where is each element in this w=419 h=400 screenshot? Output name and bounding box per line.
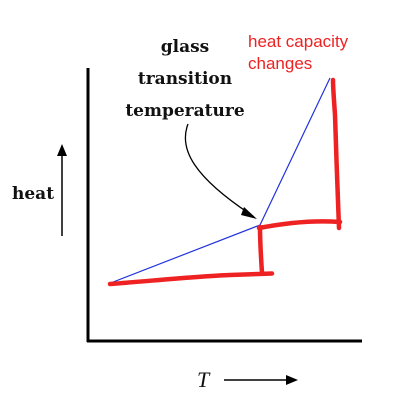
heat-arrowhead-icon [57, 144, 67, 156]
glass-label-line2: transition [138, 69, 232, 89]
heat-capacity-label-line2: changes [248, 54, 312, 73]
pointer-arrow-icon [184, 123, 251, 215]
y-axis-label: heat [12, 184, 54, 204]
x-axis-label: T [197, 367, 211, 392]
pointer-arrowhead-icon [241, 207, 257, 219]
glass-label-line3: temperature [125, 101, 244, 121]
t-arrowhead-icon [286, 375, 298, 385]
heat-capacity-highlight [107, 77, 343, 287]
glass-label-line1: glass [161, 37, 210, 57]
heat-capacity-label-line1: heat capacity [248, 32, 349, 51]
